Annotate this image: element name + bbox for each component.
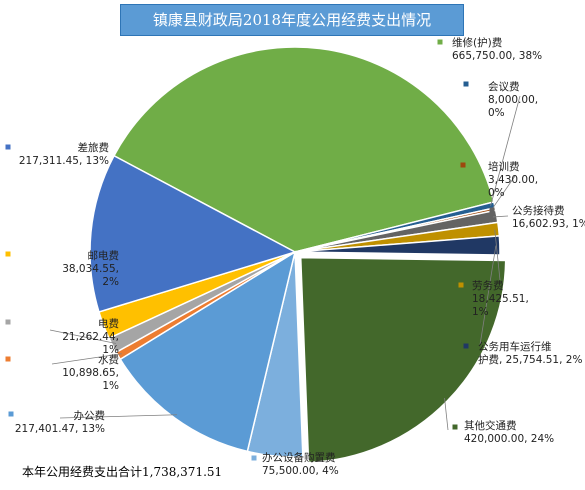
leader-line-1 — [490, 95, 521, 206]
slice-label-3: 16,602.93, 1% — [512, 218, 585, 230]
legend-marker-4 — [458, 282, 464, 288]
slice-label-12: 217,311.45, 13% — [19, 155, 109, 167]
legend-marker-3 — [489, 207, 495, 213]
total-footer: 本年公用经费支出合计1,738,371.51 — [22, 465, 223, 479]
slice-label-1: 会议费 — [488, 80, 520, 93]
legend-marker-6 — [452, 424, 458, 430]
leader-line-6 — [444, 397, 449, 431]
slice-label-12: 差旅费 — [78, 141, 110, 154]
slice-label-5: 护费, 25,754.51, 2% — [478, 353, 582, 366]
legend-marker-10 — [5, 319, 11, 325]
pie-slice-6 — [299, 256, 507, 464]
slice-label-7: 办公设备购置费 — [262, 451, 336, 464]
pie-slice-8 — [119, 250, 297, 453]
legend-marker-11 — [5, 251, 11, 257]
legend-marker-5 — [463, 343, 469, 349]
leader-line-5 — [479, 245, 497, 346]
legend-marker-0 — [437, 39, 443, 45]
legend-marker-7 — [251, 455, 257, 461]
slice-label-7: 75,500.00, 4% — [262, 465, 339, 477]
slice-label-10: 电费 — [98, 317, 119, 330]
chart-title: 镇康县财政局2018年度公用经费支出情况 — [120, 4, 464, 36]
slice-label-9: 1% — [102, 380, 119, 392]
slice-label-2: 3,430.00, — [488, 174, 538, 186]
slice-label-5: 公务用车运行维 — [478, 340, 552, 353]
slice-label-10: 1% — [102, 344, 119, 356]
legend-marker-8 — [8, 411, 14, 417]
slice-label-0: 665,750.00, 38% — [452, 50, 542, 62]
leader-line-2 — [491, 175, 516, 211]
legend-marker-1 — [463, 81, 469, 87]
legend-marker-12 — [5, 144, 11, 150]
slice-label-6: 其他交通费 — [464, 419, 517, 432]
leader-line-9 — [51, 353, 122, 365]
slice-label-10: 21,262.44, — [62, 331, 119, 343]
slice-label-3: 公务接待费 — [512, 204, 565, 217]
slice-label-2: 培训费 — [488, 160, 520, 173]
slice-label-11: 2% — [102, 276, 119, 288]
slice-label-6: 420,000.00, 24% — [464, 433, 554, 445]
legend-marker-9 — [5, 356, 11, 362]
pie-slice-0 — [112, 46, 495, 253]
slice-label-8: 办公费 — [74, 409, 106, 422]
leader-line-4 — [494, 229, 501, 281]
slice-label-0: 维修(护)费 — [452, 36, 502, 49]
slice-label-1: 8,000.00, — [488, 94, 538, 106]
slice-label-11: 38,034.55, — [62, 263, 119, 275]
pie-slice-5 — [294, 235, 501, 256]
slice-label-2: 0% — [488, 187, 505, 199]
slice-label-8: 217,401.47, 13% — [15, 423, 105, 435]
slice-label-4: 劳务费 — [472, 279, 504, 292]
leader-line-8 — [59, 414, 178, 419]
legend-marker-2 — [460, 162, 466, 168]
pie-slice-12 — [89, 154, 297, 313]
slice-label-9: 10,898.65, — [62, 367, 119, 379]
slice-label-4: 18,425.51, — [472, 293, 529, 305]
slice-label-11: 邮电费 — [88, 249, 120, 262]
slice-label-9: 水费 — [98, 353, 119, 366]
slice-label-1: 0% — [488, 107, 505, 119]
leader-line-3 — [492, 215, 509, 218]
slice-label-4: 1% — [472, 306, 489, 318]
leader-line-10 — [49, 329, 117, 344]
